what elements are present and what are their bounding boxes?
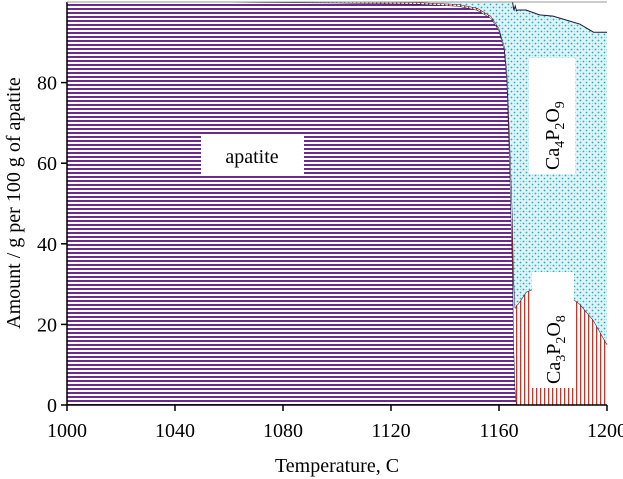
apatite-area [67, 2, 607, 405]
x-tick-label: 1120 [371, 420, 410, 442]
ca4p2o9-label-box [529, 58, 575, 174]
x-tick-label: 1200 [587, 420, 623, 442]
apatite-label: apatite [201, 135, 304, 175]
y-tick-label: 20 [37, 314, 57, 336]
ca4p2o9-label-text: Ca4P2O9 [542, 101, 568, 170]
y-tick-label: 0 [47, 395, 57, 417]
x-tick-label: 1160 [479, 420, 518, 442]
y-tick-label: 80 [37, 73, 57, 95]
y-tick-label: 60 [37, 153, 57, 175]
apatite-label-text: apatite [225, 146, 278, 168]
y-tick-label: 40 [37, 234, 57, 256]
ca3p2o8-label-text: Ca3P2O8 [543, 315, 569, 384]
x-tick-label: 1040 [155, 420, 195, 442]
stacked-areas [67, 1, 608, 406]
ca3p2o8-label: Ca3P2O8 [532, 272, 574, 388]
ca3p2o8-label-box [532, 272, 574, 388]
apatite-label-box [201, 135, 304, 175]
x-axis-ticks: 1000 1040 1080 1120 1160 1200 [47, 405, 623, 442]
ca4p2o9-label: Ca4P2O9 [529, 58, 575, 174]
ca4p2o9-area [67, 2, 607, 345]
y-axis-ticks: 0 20 40 60 80 [37, 73, 67, 417]
y-axis-title: Amount / g per 100 g of apatite [3, 77, 25, 329]
x-tick-label: 1080 [263, 420, 303, 442]
x-tick-label: 1000 [47, 420, 87, 442]
x-axis-title: Temperature, C [275, 455, 399, 477]
